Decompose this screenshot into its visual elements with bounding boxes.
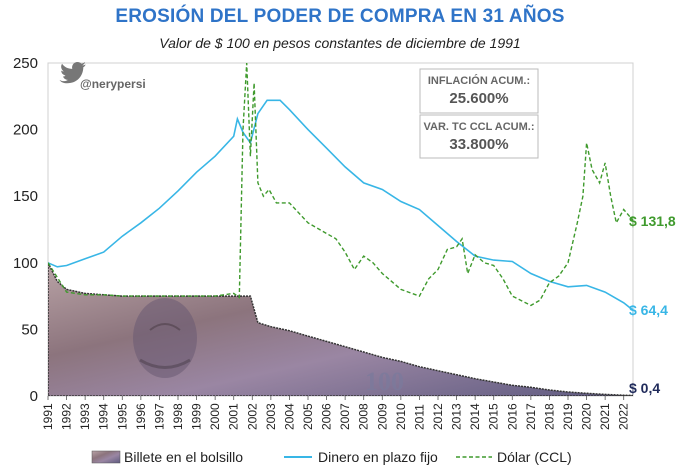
twitter-handle-text: @nerypersi — [80, 77, 146, 91]
x-tick-label: 1997 — [152, 403, 166, 430]
ccl-label: VAR. TC CCL ACUM.: — [423, 121, 534, 133]
x-tick-label: 1992 — [60, 403, 74, 430]
x-tick-label: 1991 — [41, 403, 55, 430]
legend-dolar-label: Dólar (CCL) — [497, 449, 572, 465]
dolar-ccl-line — [48, 63, 633, 307]
x-tick-label: 2000 — [208, 403, 222, 430]
y-tick-label: 100 — [13, 255, 38, 272]
x-tick-label: 2003 — [264, 403, 278, 430]
x-tick-label: 2017 — [524, 403, 538, 430]
x-tick-label: 2010 — [394, 403, 408, 430]
chart-subtitle: Valor de $ 100 en pesos constantes de di… — [159, 35, 521, 51]
inflation-label: INFLACIÓN ACUM.: — [428, 74, 530, 87]
x-tick-label: 2016 — [505, 403, 519, 430]
y-tick-label: 250 — [13, 55, 38, 72]
dolar-end-label: $ 131,8 — [629, 213, 676, 229]
x-tick-label: 2020 — [580, 403, 594, 430]
legend-plazo-label: Dinero en plazo fijo — [318, 449, 438, 465]
x-tick-label: 2005 — [301, 403, 315, 430]
x-tick-label: 2019 — [561, 403, 575, 430]
ccl-value: 33.800% — [449, 136, 508, 153]
twitter-handle: @nerypersi — [59, 62, 146, 91]
x-tick-label: 2006 — [320, 403, 334, 430]
x-tick-label: 2018 — [542, 403, 556, 430]
x-tick-label: 2008 — [357, 403, 371, 430]
inflation-value: 25.600% — [449, 90, 508, 107]
x-tick-label: 1999 — [190, 403, 204, 430]
plazo-fijo-line — [48, 99, 633, 311]
x-tick-label: 2013 — [450, 403, 464, 430]
chart-title: EROSIÓN DEL PODER DE COMPRA EN 31 AÑOS — [115, 6, 565, 27]
x-tick-label: 2009 — [375, 403, 389, 430]
y-axis: 0 50 100 150 200 250 — [13, 55, 38, 405]
x-tick-label: 2001 — [227, 403, 241, 430]
x-tick-label: 1998 — [171, 403, 185, 430]
x-tick-label: 1995 — [115, 403, 129, 430]
legend-item-plazo: Dinero en plazo fijo — [284, 449, 438, 465]
x-tick-label: 1996 — [134, 403, 148, 430]
legend: Billete en el bolsillo Dinero en plazo f… — [91, 449, 572, 465]
banknote-portrait — [133, 298, 197, 378]
legend-item-billete: Billete en el bolsillo — [91, 449, 243, 465]
legend-billete-label: Billete en el bolsillo — [124, 449, 243, 465]
legend-item-dolar: Dólar (CCL) — [456, 449, 572, 465]
banknote-numeral: 100 — [365, 367, 404, 396]
x-tick-label: 2012 — [431, 403, 445, 430]
x-tick-label: 2004 — [282, 403, 296, 430]
y-tick-label: 50 — [21, 321, 38, 338]
plazo-end-label: $ 64,4 — [629, 302, 668, 318]
x-tick-label: 1994 — [97, 403, 111, 430]
x-tick-label: 2021 — [598, 403, 612, 430]
x-tick-label: 2002 — [245, 403, 259, 430]
twitter-bird-icon — [59, 62, 86, 84]
x-tick-label: 2022 — [617, 403, 631, 430]
ccl-box: VAR. TC CCL ACUM.: 33.800% — [419, 114, 539, 159]
y-tick-label: 0 — [30, 388, 38, 405]
x-tick-label: 2014 — [468, 403, 482, 430]
y-tick-label: 150 — [13, 188, 38, 205]
x-tick-label: 2007 — [338, 403, 352, 430]
inflation-box: INFLACIÓN ACUM.: 25.600% — [419, 68, 539, 114]
y-tick-label: 200 — [13, 122, 38, 139]
x-axis: 1991 1992 1993 1994 1995 1996 1997 1998 1999 2000… — [41, 396, 631, 430]
x-tick-label: 2011 — [412, 404, 426, 430]
billete-end-label: $ 0,4 — [629, 380, 660, 396]
x-tick-label: 1993 — [78, 403, 92, 430]
x-tick-label: 2015 — [487, 403, 501, 430]
